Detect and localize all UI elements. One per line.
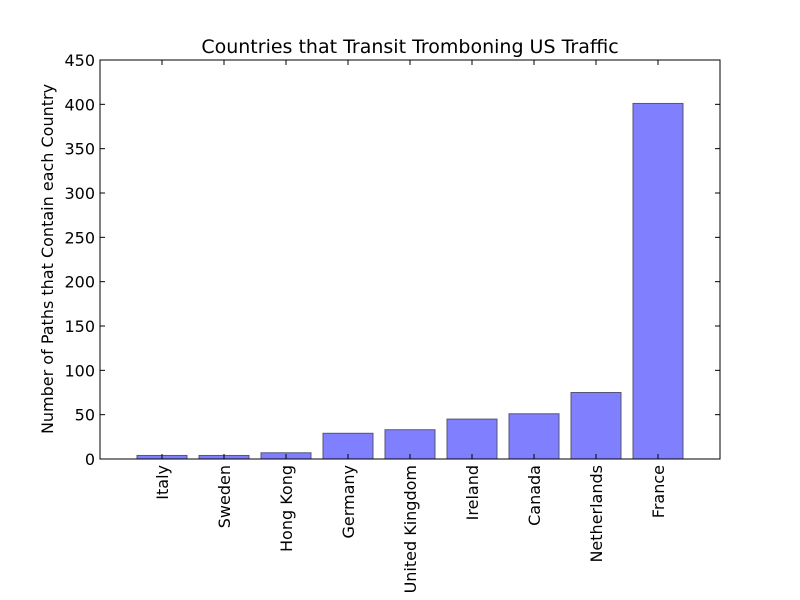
x-tick-label: France xyxy=(649,465,668,518)
x-tick-label: Ireland xyxy=(463,465,482,520)
plot-area: Italy Sweden Hong Kong Germany United Kingdo… xyxy=(64,51,721,593)
y-tick-label: 150 xyxy=(64,317,95,336)
bar-canada xyxy=(508,413,560,460)
y-tick-label: 50 xyxy=(75,406,95,425)
y-tick-label: 100 xyxy=(64,361,95,380)
y-tick-label: 200 xyxy=(64,273,95,292)
x-tick-label: Netherlands xyxy=(587,465,606,563)
chart-title: Countries that Transit Tromboning US Tra… xyxy=(201,36,618,58)
y-tick-label: 0 xyxy=(85,450,95,469)
x-tick-label: Italy xyxy=(153,465,172,500)
y-tick-label: 350 xyxy=(64,140,95,159)
x-tick-label: Canada xyxy=(525,465,544,526)
y-tick-label: 450 xyxy=(64,51,95,70)
y-tick-label: 400 xyxy=(64,95,95,114)
plot-frame xyxy=(99,59,721,460)
bar-ireland xyxy=(446,418,498,460)
y-tick-label: 300 xyxy=(64,184,95,203)
x-tick-label: United Kingdom xyxy=(401,465,420,593)
y-axis-label: Number of Paths that Contain each Countr… xyxy=(38,84,57,434)
x-tick-label: Germany xyxy=(339,465,358,539)
bar-netherlands xyxy=(570,392,622,460)
bar-france xyxy=(632,102,684,460)
y-tick-label: 250 xyxy=(64,228,95,247)
x-tick-label: Sweden xyxy=(215,465,234,528)
x-tick-label: Hong Kong xyxy=(277,465,296,552)
